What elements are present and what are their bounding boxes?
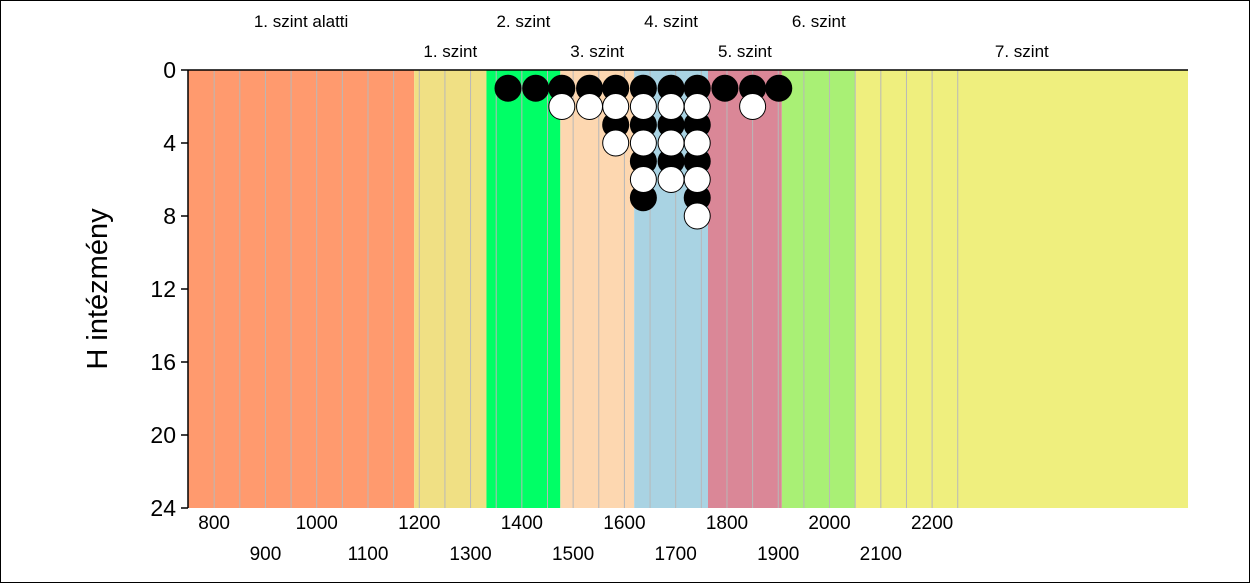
x-tick-label-bottom: 1500 <box>552 544 594 565</box>
axes <box>181 69 1188 509</box>
y-tick-label: 8 <box>163 203 176 229</box>
y-tick-label: 0 <box>163 57 176 83</box>
x-tick-label-top: 2200 <box>911 513 953 534</box>
point-white <box>683 93 711 120</box>
x-tick-label-bottom: 1300 <box>449 544 491 565</box>
x-tick-label-top: 1800 <box>706 513 748 534</box>
point-white <box>657 129 685 157</box>
y-tick-labels: 0 4 8 12 16 20 24 <box>150 57 176 521</box>
point-white <box>602 93 630 120</box>
x-tick-label-bottom: 1100 <box>348 544 389 565</box>
y-tick-label: 16 <box>150 349 176 375</box>
y-tick-label: 20 <box>150 422 176 448</box>
point-white <box>683 202 711 230</box>
x-tick-label-top: 2000 <box>808 513 850 534</box>
point-black <box>522 74 550 102</box>
level-label: 2. szint <box>496 12 550 31</box>
x-tick-label-top: 1400 <box>501 513 543 534</box>
y-axis-label: H intézmény <box>82 208 114 370</box>
x-tick-label-top: 1200 <box>398 513 440 534</box>
point-white <box>683 166 711 193</box>
x-tick-label-bottom: 900 <box>250 544 282 565</box>
x-tick-label-top: 1600 <box>603 513 645 534</box>
x-tick-label-top: 1000 <box>296 513 338 534</box>
level-label: 6. szint <box>792 12 846 31</box>
level-band <box>855 70 1188 508</box>
point-white <box>629 166 657 193</box>
level-label: 1. szint <box>423 42 477 61</box>
level-label: 3. szint <box>570 42 624 61</box>
x-tick-label-bottom: 1700 <box>655 544 697 565</box>
point-black <box>711 74 739 102</box>
level-band <box>486 70 561 508</box>
point-white <box>576 93 604 120</box>
point-white <box>548 93 576 120</box>
x-tick-label-bottom: 1900 <box>757 544 799 565</box>
level-band <box>414 70 487 508</box>
point-white <box>657 93 685 120</box>
level-band <box>708 70 782 508</box>
point-black <box>765 74 793 102</box>
y-tick-label: 12 <box>150 276 176 302</box>
y-tick-label: 4 <box>163 130 176 156</box>
x-tick-labels: 800 1000 1200 1400 1600 1800 2000 2200 900 1100 13… <box>198 513 953 565</box>
point-black <box>494 74 522 102</box>
level-label: 4. szint <box>644 12 698 31</box>
level-label: 5. szint <box>718 42 772 61</box>
x-tick-label-bottom: 2100 <box>860 544 902 565</box>
x-tick-label-top: 800 <box>198 513 230 534</box>
point-white <box>602 129 630 157</box>
data-points <box>494 74 793 230</box>
point-white <box>657 166 685 193</box>
point-white <box>683 129 711 157</box>
point-white <box>739 93 767 120</box>
point-white <box>629 93 657 120</box>
level-label: 7. szint <box>995 42 1049 61</box>
y-tick-label: 24 <box>150 495 176 521</box>
level-labels: 1. szint alatti 1. szint 2. szint 3. szint 4… <box>254 12 1049 61</box>
grid-lines <box>213 70 959 508</box>
point-white <box>629 129 657 157</box>
level-band <box>188 70 415 508</box>
level-label: 1. szint alatti <box>254 12 349 31</box>
level-band <box>781 70 856 508</box>
